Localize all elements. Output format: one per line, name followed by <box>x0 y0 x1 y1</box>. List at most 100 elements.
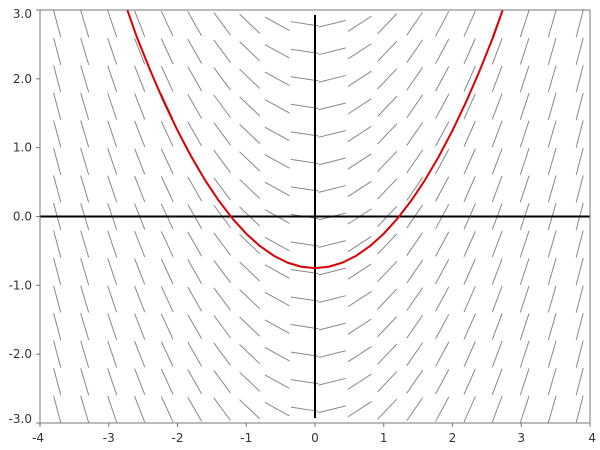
slope-segment <box>264 346 290 362</box>
slope-segment <box>547 340 557 368</box>
slope-segment <box>107 368 118 396</box>
slope-segment <box>347 43 372 60</box>
slope-segment <box>187 176 203 202</box>
slope-field <box>53 10 584 423</box>
slope-segment <box>463 120 476 147</box>
slope-segment <box>264 319 290 334</box>
slope-segment <box>239 68 261 89</box>
slope-segment <box>134 65 146 93</box>
slope-segment <box>290 406 319 412</box>
slope-segment <box>107 340 118 368</box>
slope-segment <box>134 120 146 148</box>
slope-segment <box>575 395 584 423</box>
slope-segment <box>107 120 118 148</box>
slope-segment <box>290 351 319 357</box>
slope-segment <box>80 258 90 286</box>
slope-segment <box>53 175 62 203</box>
slope-segment <box>264 154 290 169</box>
slope-segment <box>406 177 424 201</box>
slope-segment <box>575 37 584 65</box>
solution-curve <box>126 9 504 270</box>
slope-segment <box>491 368 503 395</box>
slope-segment <box>213 397 231 421</box>
slope-segment <box>377 95 398 117</box>
x-tick-label: 0 <box>311 431 319 445</box>
slope-segment <box>213 12 231 36</box>
slope-segment <box>160 10 174 37</box>
slope-segment <box>491 340 503 368</box>
slope-segment <box>435 93 450 119</box>
slope-segment <box>435 66 450 92</box>
slope-segment <box>491 120 503 148</box>
slope-segment <box>80 120 90 148</box>
y-tick-label: 0.0 <box>13 210 32 224</box>
slope-segment <box>406 11 424 36</box>
slope-segment <box>519 340 530 368</box>
slope-segment <box>134 368 146 395</box>
slope-segment <box>406 369 424 394</box>
slope-segment <box>134 93 146 120</box>
slope-segment <box>107 10 118 38</box>
slope-segment <box>53 340 62 368</box>
slope-segment <box>53 395 62 423</box>
slope-segment <box>290 21 319 27</box>
slope-segment <box>347 98 372 115</box>
slope-segment <box>406 314 424 339</box>
slope-segment <box>435 369 450 395</box>
slope-segment <box>406 67 424 91</box>
slope-segment <box>435 148 450 174</box>
slope-segment <box>463 396 476 423</box>
slope-segment <box>463 175 476 202</box>
slope-segment <box>575 285 584 313</box>
slope-segment <box>239 344 261 365</box>
slope-segment <box>347 180 372 198</box>
y-tick-label: 2.0 <box>13 72 32 86</box>
slope-segment <box>187 314 203 340</box>
slope-segment <box>80 175 90 203</box>
slope-segment <box>239 261 261 282</box>
slope-segment <box>160 313 174 340</box>
slope-segment <box>547 230 557 258</box>
slope-segment <box>318 405 346 414</box>
x-tick-label: 1 <box>380 431 388 445</box>
slope-segment <box>80 368 90 396</box>
slope-segment <box>575 120 584 148</box>
slope-segment <box>213 177 231 201</box>
slope-segment <box>435 121 450 147</box>
slope-segment <box>347 318 372 335</box>
slope-segment <box>575 230 584 258</box>
y-tick-labels: 3.0 2.0 1.0 0.0 -1.0 -2.0 -3.0 <box>9 7 32 426</box>
slope-segment <box>377 150 398 172</box>
slope-segment <box>213 315 231 339</box>
slope-segment <box>107 65 118 93</box>
slope-segment <box>213 260 231 284</box>
slope-segment <box>53 120 62 148</box>
slope-segment <box>519 92 530 120</box>
slope-segment <box>406 342 424 366</box>
slope-segment <box>134 313 146 340</box>
slope-segment <box>213 370 231 394</box>
slope-segment <box>463 341 476 368</box>
solution-curve-group <box>126 9 504 270</box>
slope-segment <box>187 121 203 147</box>
slope-segment <box>213 342 231 366</box>
slope-segment <box>213 39 231 63</box>
slope-segment <box>547 395 557 423</box>
slope-segment <box>318 130 346 138</box>
slope-segment <box>134 148 146 175</box>
slope-segment <box>406 287 424 311</box>
slope-segment <box>463 368 476 395</box>
slope-segment <box>347 235 372 253</box>
slope-segment <box>53 37 62 65</box>
slope-segment <box>53 312 62 341</box>
slope-segment <box>53 92 62 121</box>
slope-segment <box>575 10 584 38</box>
slope-segment <box>290 76 319 82</box>
x-tick-label: -2 <box>172 431 184 445</box>
slope-segment <box>463 286 476 313</box>
slope-segment <box>318 102 346 111</box>
slope-segment <box>107 395 118 423</box>
slope-segment <box>134 258 146 285</box>
slope-segment <box>519 147 530 175</box>
slope-segment <box>213 232 231 256</box>
